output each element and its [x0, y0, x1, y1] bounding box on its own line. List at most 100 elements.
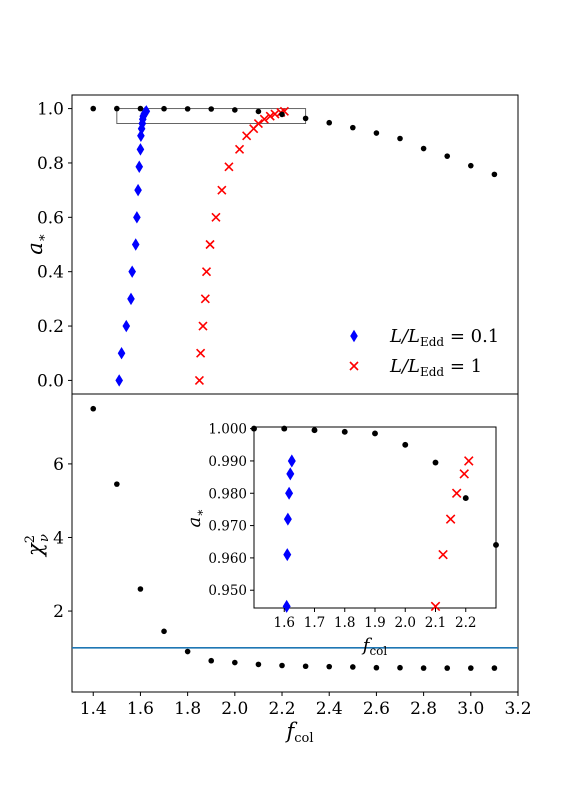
inset-point-s0-16 [286, 467, 295, 481]
inset-point-s0-14 [283, 512, 292, 526]
top-point-s2-9 [302, 115, 309, 122]
inset-point-s2-7 [432, 459, 439, 466]
bottom-x-tick-label-6: 2.6 [363, 699, 390, 719]
top-point-s0-9 [136, 143, 145, 156]
top-y-tick-label-5: 1.0 [37, 100, 64, 120]
bottom-y-tick-label-1: 4 [53, 528, 64, 548]
bottom-x-tick-label-7: 2.8 [410, 699, 437, 719]
bottom-point-0 [90, 405, 97, 412]
top-point-s0-1 [117, 347, 126, 360]
top-point-s1-13 [259, 114, 269, 124]
top-point-s1-5 [205, 239, 215, 250]
top-point-s0-7 [134, 183, 142, 197]
bottom-series-group [90, 405, 498, 671]
inset-point-s1-12 [430, 601, 441, 612]
inset-x-tick-label-3: 1.9 [364, 615, 385, 631]
bottom-x-tick-label-4: 2.2 [268, 699, 295, 719]
top-point-s0-5 [131, 238, 140, 251]
top-point-s2-15 [444, 153, 451, 159]
top-point-s2-16 [468, 162, 474, 169]
top-y-tick-label-4: 0.8 [37, 154, 64, 174]
bottom-x-tick-label-3: 2.0 [221, 699, 248, 719]
bottom-point-7 [255, 661, 262, 668]
bottom-x-tick-label-9: 3.2 [504, 699, 531, 719]
inset-y-ticks: 0.950 0.960 0.970 0.980 0.990 1.000 [208, 422, 254, 599]
inset-x-tick-label-5: 2.1 [425, 615, 446, 631]
inset-point-s2-8 [462, 495, 469, 502]
legend-marker-0 [350, 329, 358, 343]
top-point-s1-0 [194, 375, 204, 385]
top-point-s1-3 [200, 294, 210, 304]
top-y-tick-label-0: 0.0 [37, 371, 64, 391]
top-point-s2-13 [397, 135, 403, 142]
inset-y-tick-label-2: 0.970 [208, 519, 247, 535]
bottom-x-ticks: 1.4 1.6 1.8 2.0 2.2 2.4 2.6 2.8 3.0 3.2 [80, 692, 532, 719]
inset-point-s1-14 [445, 514, 456, 524]
top-y-tick-label-3: 0.6 [37, 208, 64, 228]
top-point-s2-7 [255, 108, 262, 115]
top-point-s2-2 [137, 105, 144, 112]
inset-point-s2-9 [493, 542, 499, 548]
top-point-s0-3 [127, 292, 135, 306]
inset-y-tick-label-5: 1.000 [208, 422, 247, 438]
top-point-s0-8 [135, 160, 144, 173]
top-panel: 0.00.20.40.60.81.0 a∗ L/LEdd = 0.1L/LEdd… [23, 94, 519, 395]
top-point-s0-4 [128, 265, 136, 278]
inset-x-tick-label-0: 1.6 [274, 615, 295, 631]
top-point-s2-3 [161, 105, 167, 112]
bottom-point-13 [397, 664, 403, 671]
inset-point-s0-17 [287, 454, 296, 468]
bottom-y-tick-label-2: 6 [53, 455, 64, 475]
top-y-tick-label-1: 0.2 [37, 317, 64, 337]
inset-panel: 0.950 0.960 0.970 0.980 0.990 1.000 1.6 1.7 1.8… [184, 422, 499, 658]
inset-y-tick-label-0: 0.950 [208, 583, 247, 599]
inset-x-tick-label-2: 1.8 [334, 615, 355, 631]
top-point-s1-1 [196, 348, 206, 358]
top-panel-frame [71, 94, 519, 395]
inset-y-axis-label: a∗ [184, 509, 207, 528]
bottom-point-5 [208, 657, 215, 664]
inset-x-tick-label-6: 2.2 [455, 615, 476, 631]
bottom-point-16 [468, 665, 474, 671]
top-point-s0-0 [115, 374, 123, 387]
top-point-s2-11 [350, 124, 356, 131]
top-point-s1-8 [224, 162, 234, 172]
inset-x-ticks: 1.6 1.7 1.8 1.9 2.0 2.1 2.2 [274, 608, 476, 631]
inset-point-s1-16 [459, 469, 470, 479]
inset-point-s2-4 [341, 428, 348, 435]
top-point-s2-5 [208, 106, 215, 112]
bottom-point-6 [232, 659, 238, 666]
bottom-point-17 [491, 665, 498, 671]
inset-point-s0-15 [285, 486, 294, 500]
top-point-s2-4 [184, 106, 191, 112]
bottom-x-tick-label-0: 1.4 [80, 699, 107, 719]
inset-y-tick-label-1: 0.960 [208, 551, 247, 567]
inset-y-tick-label-4: 0.990 [208, 454, 247, 470]
legend-marker-1 [349, 361, 359, 371]
bottom-point-10 [326, 663, 333, 670]
top-point-s0-11 [137, 122, 146, 135]
bottom-x-tick-label-5: 2.4 [316, 699, 343, 719]
bottom-point-9 [302, 663, 309, 670]
bottom-y-ticks: 2 4 6 [53, 455, 72, 622]
bottom-point-15 [444, 665, 451, 671]
inset-point-s2-2 [281, 425, 288, 432]
legend: L/LEdd = 0.1 L/LEdd = 1 [349, 326, 499, 379]
top-point-s1-2 [198, 321, 208, 331]
top-point-s2-12 [373, 130, 380, 136]
inset-point-s2-3 [311, 427, 318, 434]
top-point-s1-14 [265, 111, 275, 121]
bottom-point-11 [350, 664, 356, 670]
bottom-x-tick-label-8: 3.0 [457, 699, 484, 719]
bottom-point-4 [184, 648, 191, 655]
top-point-s2-8 [279, 111, 285, 118]
bottom-point-8 [279, 662, 285, 669]
top-y-axis-label: a∗ [23, 233, 50, 254]
bottom-x-axis-label: fcol [284, 719, 313, 746]
bottom-point-14 [420, 665, 427, 671]
top-series-group [90, 105, 498, 387]
bottom-x-tick-label-2: 1.8 [174, 699, 201, 719]
top-point-s2-0 [90, 105, 97, 112]
inset-point-s1-17 [464, 456, 474, 466]
